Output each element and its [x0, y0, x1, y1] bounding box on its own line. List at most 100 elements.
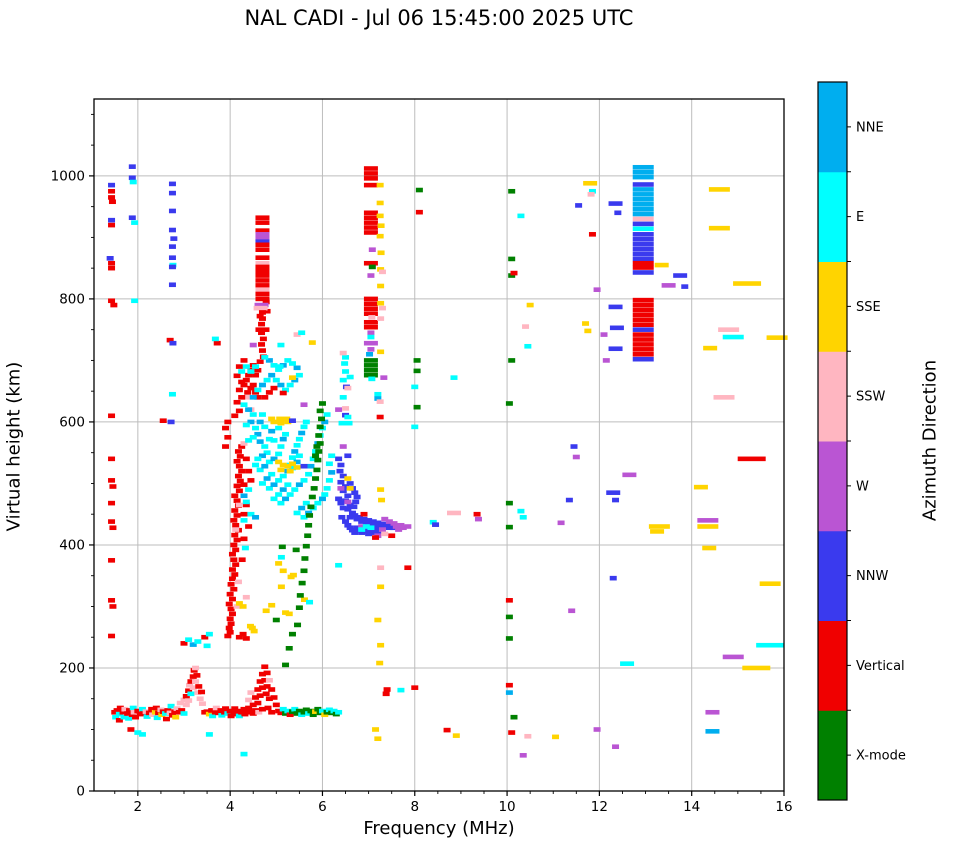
- data-point: [108, 558, 116, 563]
- data-point: [232, 562, 240, 567]
- data-point: [284, 708, 292, 714]
- data-point: [348, 527, 356, 533]
- data-point: [263, 450, 271, 455]
- data-point: [302, 543, 310, 549]
- data-point: [517, 213, 525, 219]
- data-point: [718, 327, 740, 332]
- data-point: [337, 462, 345, 468]
- data-point: [385, 519, 393, 524]
- data-point: [126, 708, 134, 713]
- data-point: [168, 190, 176, 196]
- data-point: [612, 497, 620, 503]
- data-point: [632, 322, 654, 328]
- data-point: [372, 535, 380, 540]
- data-point: [363, 363, 378, 368]
- data-point: [358, 524, 366, 529]
- data-point: [270, 695, 278, 700]
- data-point: [203, 643, 211, 649]
- data-point: [167, 703, 175, 709]
- colorbar-tick-label: SSE: [856, 300, 881, 315]
- data-point: [261, 664, 269, 670]
- data-point: [244, 390, 252, 395]
- data-point: [346, 502, 354, 508]
- data-point: [235, 463, 243, 469]
- colorbar-segment-SSE: [818, 261, 847, 352]
- data-point: [263, 377, 271, 383]
- data-point: [505, 636, 513, 641]
- data-point: [323, 709, 331, 715]
- data-point: [162, 711, 170, 716]
- data-point: [215, 710, 223, 716]
- data-point: [288, 465, 296, 471]
- data-point: [365, 518, 373, 523]
- data-point: [277, 444, 285, 449]
- data-point: [282, 711, 290, 716]
- data-point: [632, 241, 654, 247]
- data-point: [337, 486, 345, 491]
- data-point: [282, 610, 290, 615]
- data-point: [411, 424, 419, 430]
- data-point: [632, 297, 654, 303]
- data-point: [254, 395, 262, 400]
- data-point: [378, 269, 386, 275]
- data-point: [228, 567, 236, 572]
- data-point: [234, 449, 242, 454]
- data-point: [224, 435, 232, 440]
- data-point: [272, 377, 280, 383]
- data-point: [314, 500, 322, 506]
- data-point: [108, 195, 116, 200]
- data-point: [258, 453, 266, 459]
- data-point: [285, 611, 293, 617]
- data-point: [369, 519, 377, 524]
- data-point: [265, 459, 273, 465]
- data-point: [264, 705, 272, 711]
- data-point: [363, 171, 378, 176]
- data-point: [632, 302, 654, 308]
- data-point: [279, 390, 287, 396]
- data-point: [190, 668, 198, 673]
- data-point: [270, 419, 278, 425]
- data-point: [234, 579, 242, 585]
- data-point: [265, 358, 273, 363]
- data-point: [298, 712, 306, 718]
- data-point: [268, 416, 276, 422]
- data-point: [258, 412, 266, 417]
- data-point: [335, 407, 343, 412]
- data-point: [295, 436, 303, 442]
- data-point: [377, 267, 385, 272]
- data-point: [367, 527, 375, 533]
- data-point: [351, 490, 359, 495]
- data-point: [285, 645, 293, 651]
- data-point: [268, 687, 276, 692]
- data-point: [363, 220, 378, 225]
- data-point: [115, 711, 123, 717]
- data-point: [313, 444, 321, 449]
- data-point: [377, 223, 385, 229]
- data-point: [505, 682, 513, 688]
- data-point: [363, 296, 378, 302]
- data-point: [272, 702, 280, 708]
- data-point: [245, 705, 253, 711]
- data-point: [265, 390, 273, 395]
- data-point: [404, 565, 412, 571]
- data-point: [288, 418, 296, 424]
- data-point: [275, 425, 283, 431]
- data-point: [733, 281, 762, 286]
- data-point: [766, 335, 788, 340]
- data-point: [294, 622, 302, 628]
- chart-title: NAL CADI - Jul 06 15:45:00 2025 UTC: [244, 6, 634, 30]
- data-point: [242, 636, 250, 641]
- data-point: [282, 662, 290, 668]
- colorbar-segment-NNW: [818, 530, 847, 621]
- data-point: [372, 526, 380, 532]
- data-point: [376, 233, 384, 239]
- data-point: [369, 530, 377, 535]
- data-point: [284, 419, 292, 425]
- data-point: [130, 709, 138, 715]
- data-point: [108, 598, 116, 603]
- data-point: [252, 425, 260, 431]
- data-point: [632, 211, 654, 217]
- data-point: [231, 508, 239, 513]
- data-point: [208, 708, 216, 713]
- data-point: [270, 385, 278, 391]
